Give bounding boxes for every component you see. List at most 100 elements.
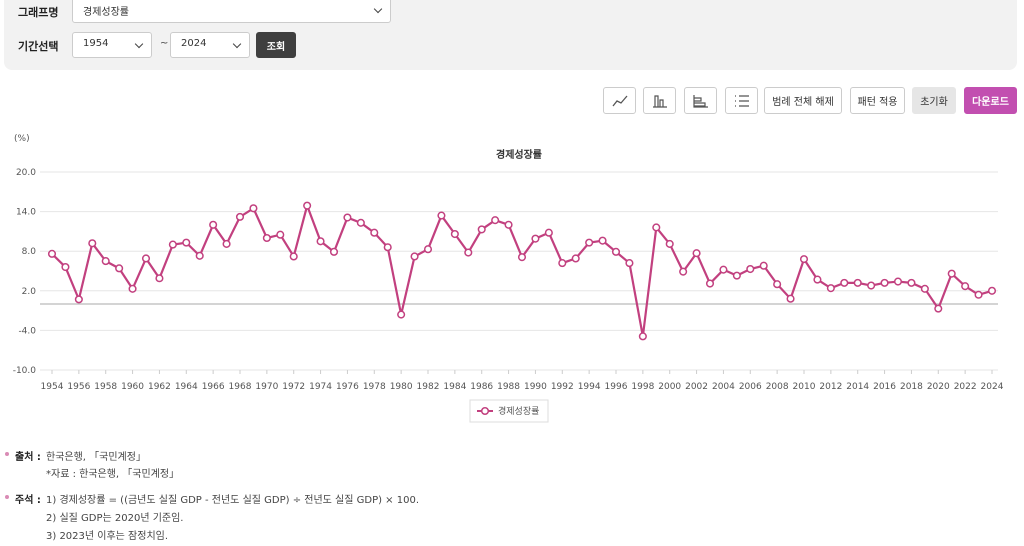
point xyxy=(665,239,674,248)
y-unit: (%) xyxy=(14,134,30,144)
x-tick-label: 2024 xyxy=(981,382,1004,392)
point xyxy=(209,220,218,229)
point xyxy=(544,228,553,237)
point xyxy=(423,245,433,254)
x-tick-label: 2006 xyxy=(739,382,762,392)
point xyxy=(934,304,943,313)
x-tick-label: 1954 xyxy=(41,382,64,392)
x-tick-label: 2020 xyxy=(927,382,950,392)
point xyxy=(813,275,822,284)
source-label: 출처 : xyxy=(15,452,41,463)
hbar-chart-button[interactable] xyxy=(684,87,717,114)
series-line xyxy=(51,202,993,337)
point xyxy=(303,201,312,210)
x-tick-label: 1972 xyxy=(282,382,305,392)
point xyxy=(182,238,191,247)
filter-panel: 그래프명 경제성장률 기간선택 1954 ~ 2024 조회 xyxy=(4,0,1017,70)
y-tick-label: 2.0 xyxy=(22,287,37,297)
point xyxy=(316,237,325,246)
period-label: 기간선택 xyxy=(18,40,59,53)
point xyxy=(840,278,849,287)
point xyxy=(652,223,661,232)
point xyxy=(786,294,795,303)
point xyxy=(853,278,862,287)
graph-label: 그래프명 xyxy=(18,6,59,19)
legend-label: 경제성장률 xyxy=(498,405,539,417)
point xyxy=(517,253,527,262)
legend-off-button[interactable]: 범례 전체 해제 xyxy=(764,87,842,114)
x-tick-label: 1980 xyxy=(390,382,413,392)
point xyxy=(115,264,124,273)
point xyxy=(732,271,741,280)
tilde: ~ xyxy=(160,38,169,49)
x-tick-label: 2016 xyxy=(873,382,896,392)
point xyxy=(101,257,110,266)
x-tick-label: 1956 xyxy=(67,382,90,392)
point xyxy=(343,213,352,222)
point xyxy=(638,332,647,341)
x-tick-label: 1964 xyxy=(175,382,198,392)
point xyxy=(383,243,392,252)
x-tick-label: 2018 xyxy=(900,382,923,392)
point xyxy=(437,211,446,220)
pattern-button[interactable]: 패턴 적용 xyxy=(850,87,905,114)
table-button[interactable] xyxy=(725,87,758,114)
point xyxy=(705,279,715,288)
point xyxy=(397,310,406,319)
point xyxy=(907,278,916,287)
x-tick-label: 1986 xyxy=(470,382,493,392)
x-tick-label: 1958 xyxy=(94,382,117,392)
x-tick-label: 2022 xyxy=(954,382,977,392)
x-tick-label: 1966 xyxy=(202,382,225,392)
x-tick-label: 1962 xyxy=(148,382,171,392)
reset-button[interactable]: 초기화 xyxy=(912,87,956,114)
point xyxy=(168,240,177,249)
point xyxy=(128,284,137,293)
end-year-select[interactable]: 2024 xyxy=(170,32,250,58)
point xyxy=(477,225,486,234)
download-button[interactable]: 다운로드 xyxy=(964,87,1017,114)
x-tick-label: 1976 xyxy=(336,382,359,392)
point xyxy=(74,295,83,304)
point xyxy=(61,262,70,272)
legend-marker xyxy=(480,406,490,416)
x-tick-label: 1974 xyxy=(309,382,332,392)
point xyxy=(47,249,57,258)
point xyxy=(799,255,809,264)
point xyxy=(880,278,889,287)
x-tick-label: 2000 xyxy=(658,382,681,392)
x-tick-label: 1990 xyxy=(524,382,547,392)
x-tick-label: 2002 xyxy=(685,382,708,392)
bar-chart-button[interactable] xyxy=(643,87,676,114)
point xyxy=(598,236,607,245)
x-tick-label: 2014 xyxy=(846,382,869,392)
point xyxy=(491,216,500,225)
x-tick-label: 1988 xyxy=(497,382,520,392)
note-item: 1) 경제성장률 = ((금년도 실질 GDP - 전년도 실질 GDP) ÷ … xyxy=(46,495,419,506)
point xyxy=(759,261,768,270)
legend-box xyxy=(469,399,549,423)
x-tick-label: 1982 xyxy=(417,382,440,392)
x-tick-label: 2008 xyxy=(766,382,789,392)
point xyxy=(974,290,983,299)
point xyxy=(571,254,580,263)
point xyxy=(625,259,634,268)
point xyxy=(558,259,567,268)
point xyxy=(356,218,365,227)
x-tick-label: 1970 xyxy=(255,382,278,392)
search-button[interactable]: 조회 xyxy=(256,32,296,58)
bar-icon xyxy=(652,94,667,108)
point xyxy=(141,254,151,263)
x-tick-label: 1960 xyxy=(121,382,144,392)
point xyxy=(679,267,688,276)
point xyxy=(289,252,298,261)
x-tick-label: 1978 xyxy=(363,382,386,392)
hbar-icon xyxy=(692,94,708,108)
point xyxy=(719,265,728,274)
start-year-select[interactable]: 1954 xyxy=(72,32,152,58)
line-chart-button[interactable] xyxy=(603,87,636,114)
y-tick-label: 14.0 xyxy=(16,208,36,218)
point xyxy=(410,252,419,261)
point xyxy=(920,284,929,293)
graph-select[interactable]: 경제성장률 xyxy=(72,0,391,23)
